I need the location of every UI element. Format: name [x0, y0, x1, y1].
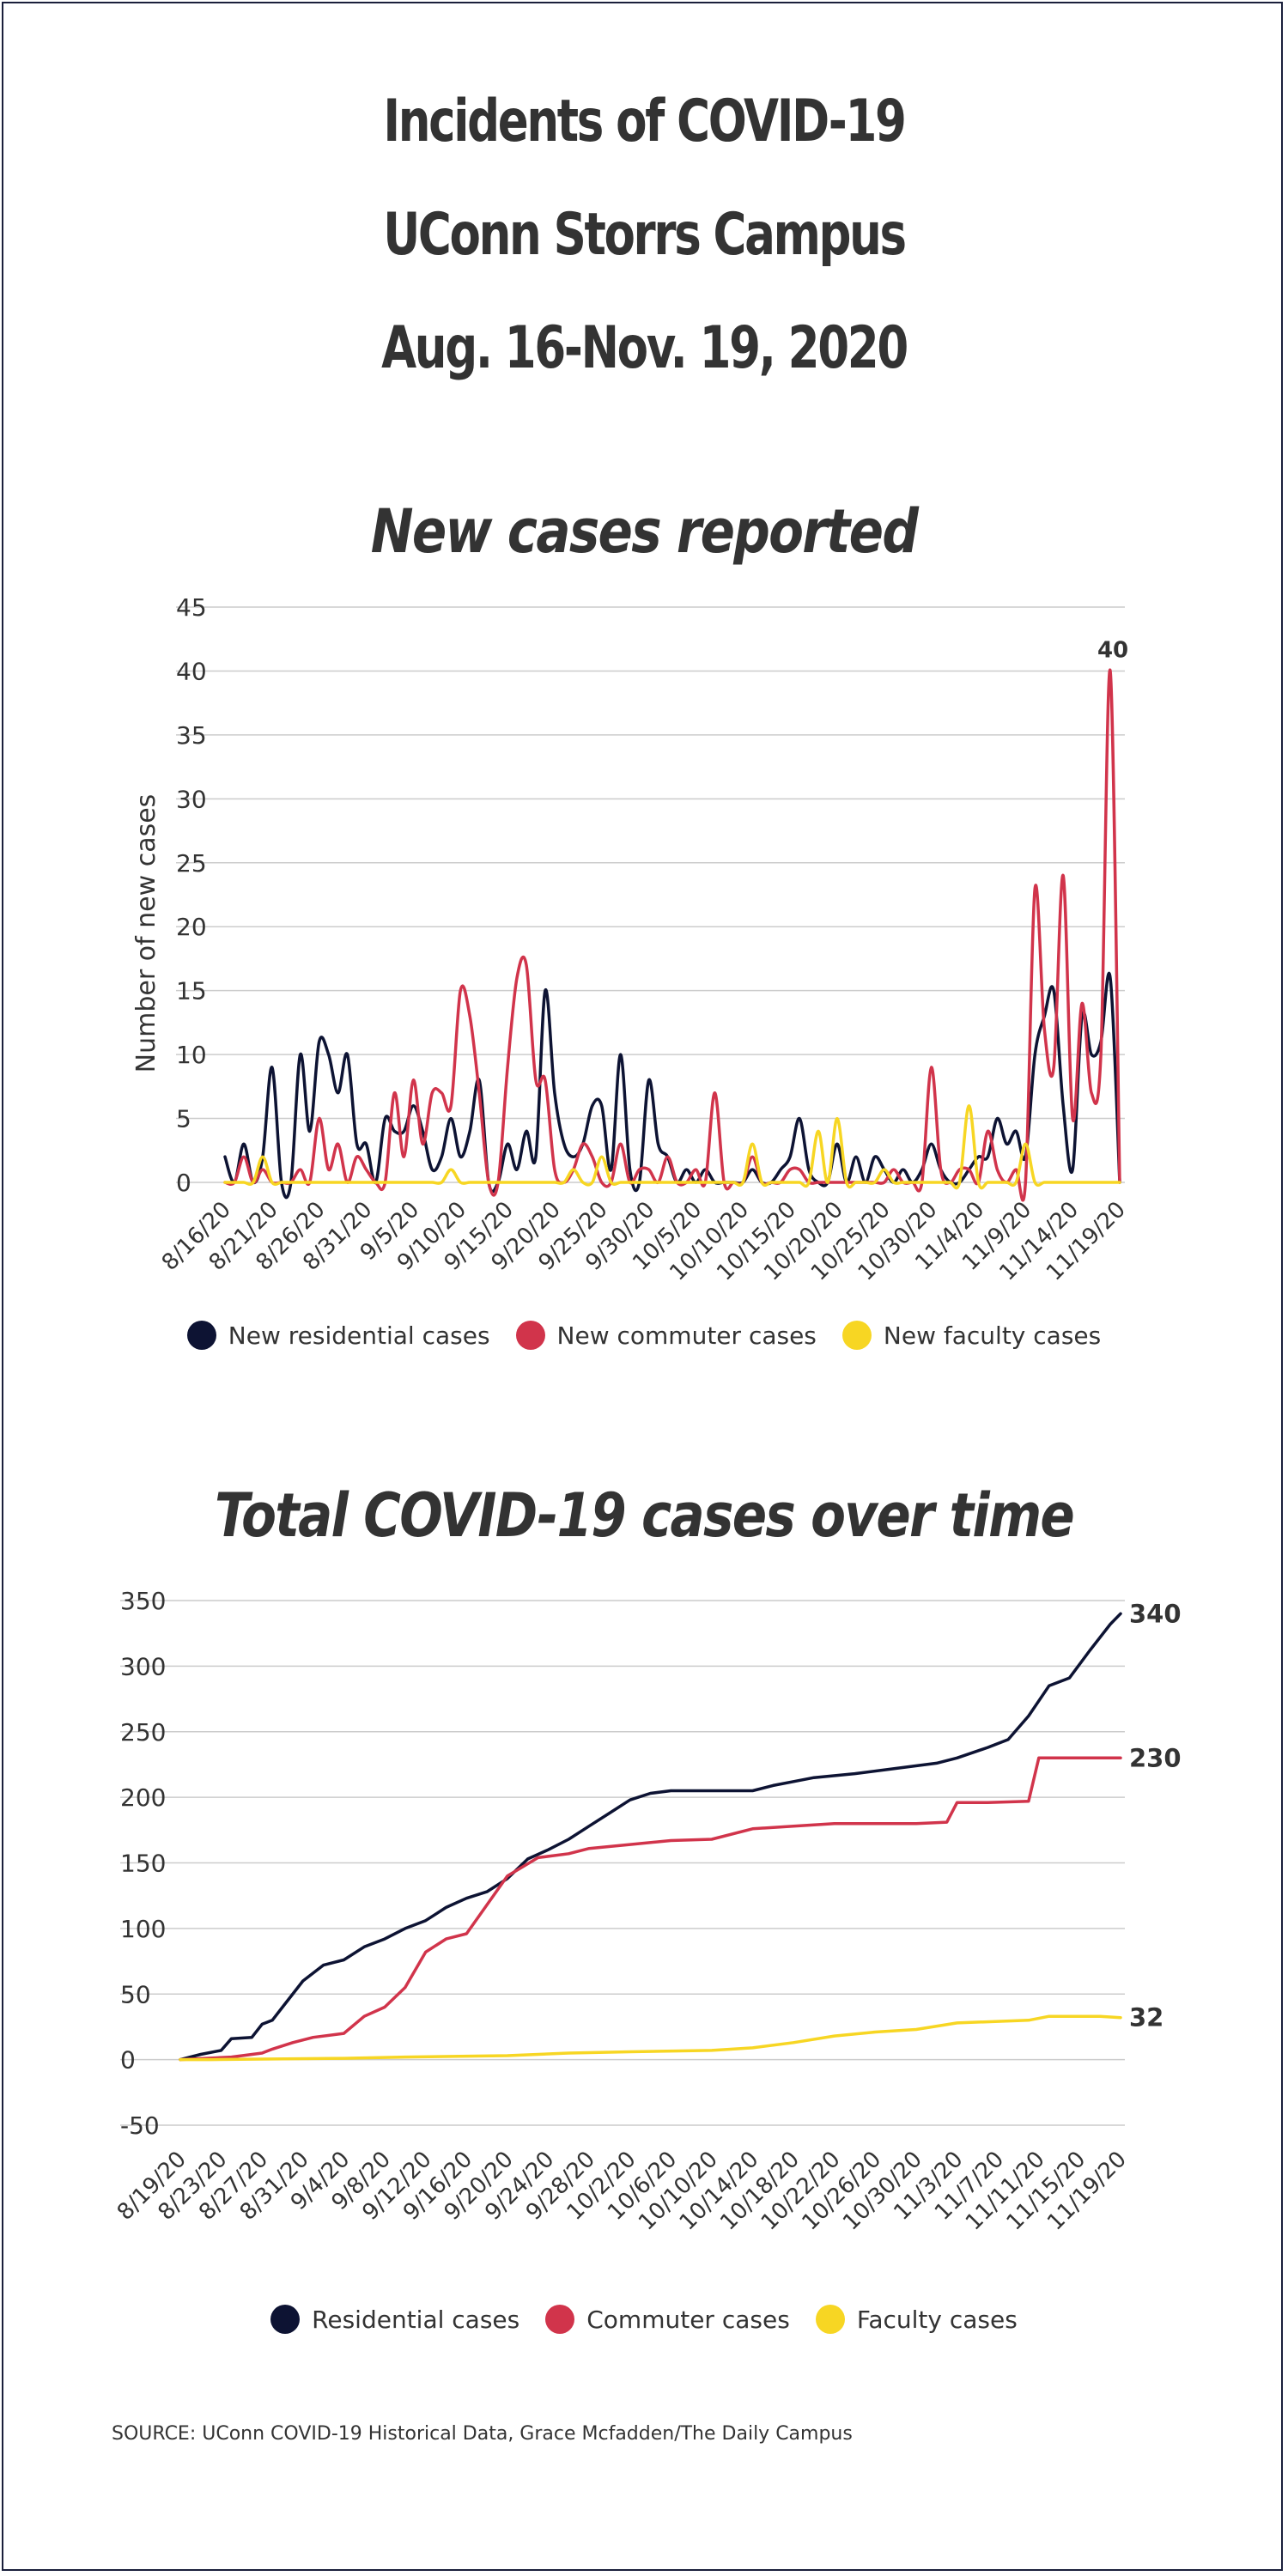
legend-item-commuter: Commuter cases — [545, 2305, 790, 2334]
series-line-commuter-cases — [179, 1756, 1122, 2062]
end-label: 230 — [1129, 1743, 1182, 1772]
chart2-legend: Residential cases Commuter cases Faculty… — [0, 2305, 1288, 2334]
legend-item-new-residential: New residential cases — [186, 1321, 490, 1350]
legend-item-new-commuter: New commuter cases — [515, 1321, 817, 1350]
chart1-title: New cases reported — [370, 496, 919, 567]
y-tick-label: 200 — [120, 1783, 166, 1812]
new-cases-chart: 0510152025303540458/16/208/21/208/26/208… — [131, 593, 1131, 1286]
total-cases-chart: -500501001502002503003508/19/208/23/208/… — [112, 1587, 1182, 2236]
y-axis-label: Number of new cases — [131, 794, 161, 1073]
series-line-residential-cases — [179, 1612, 1122, 2062]
y-tick-label: 50 — [120, 1980, 151, 2008]
legend-swatch-faculty — [815, 2305, 845, 2334]
legend-label-residential: Residential cases — [312, 2305, 520, 2334]
legend-label-new-residential: New residential cases — [228, 1321, 490, 1350]
series-line-new-commuter-cases — [223, 668, 1121, 1202]
end-label: 32 — [1129, 2003, 1163, 2032]
y-tick-label: 25 — [176, 849, 207, 878]
legend-label-new-faculty: New faculty cases — [883, 1321, 1102, 1350]
legend-swatch-new-commuter — [515, 1321, 545, 1350]
legend-item-residential: Residential cases — [270, 2305, 519, 2334]
y-tick-label: 10 — [176, 1041, 207, 1069]
y-tick-label: 30 — [176, 785, 207, 813]
legend-item-new-faculty: New faculty cases — [841, 1321, 1102, 1350]
y-tick-label: 5 — [176, 1105, 191, 1133]
series-line-new-faculty-cases — [223, 1103, 1121, 1190]
legend-swatch-residential — [270, 2305, 301, 2334]
legend-label-commuter: Commuter cases — [586, 2305, 790, 2334]
legend-swatch-commuter — [545, 2305, 575, 2334]
y-tick-label: 0 — [120, 2046, 136, 2075]
legend-swatch-new-residential — [186, 1321, 216, 1350]
legend-swatch-new-faculty — [841, 1321, 872, 1350]
y-tick-label: 100 — [120, 1915, 166, 1943]
legend-label-faculty: Faculty cases — [856, 2305, 1018, 2334]
chart2-title: Total COVID-19 cases over time — [214, 1480, 1075, 1551]
y-tick-label: -50 — [120, 2111, 160, 2140]
y-tick-label: 40 — [176, 657, 207, 685]
y-tick-label: 0 — [176, 1169, 191, 1197]
y-tick-label: 250 — [120, 1718, 166, 1747]
legend-item-faculty: Faculty cases — [815, 2305, 1018, 2334]
y-tick-label: 350 — [120, 1587, 166, 1615]
y-tick-label: 150 — [120, 1850, 166, 1878]
y-tick-label: 20 — [176, 913, 207, 941]
legend-label-new-commuter: New commuter cases — [556, 1321, 817, 1350]
y-tick-label: 45 — [176, 593, 207, 622]
y-tick-label: 15 — [176, 977, 207, 1005]
series-line-new-residential-cases — [223, 972, 1121, 1200]
peak-annotation: 40 — [1097, 637, 1128, 663]
y-tick-label: 35 — [176, 721, 207, 750]
source-note: SOURCE: UConn COVID-19 Historical Data, … — [112, 2423, 853, 2445]
series-line-faculty-cases — [179, 2014, 1122, 2062]
end-label: 340 — [1129, 1599, 1182, 1628]
y-tick-label: 300 — [120, 1652, 166, 1680]
chart1-legend: New residential cases New commuter cases… — [0, 1321, 1288, 1350]
main-title-line-2: UConn Storrs Campus — [383, 201, 907, 269]
main-title-line-1: Incidents of COVID-19 — [383, 88, 907, 155]
main-title-line-3: Aug. 16-Nov. 19, 2020 — [381, 314, 908, 382]
